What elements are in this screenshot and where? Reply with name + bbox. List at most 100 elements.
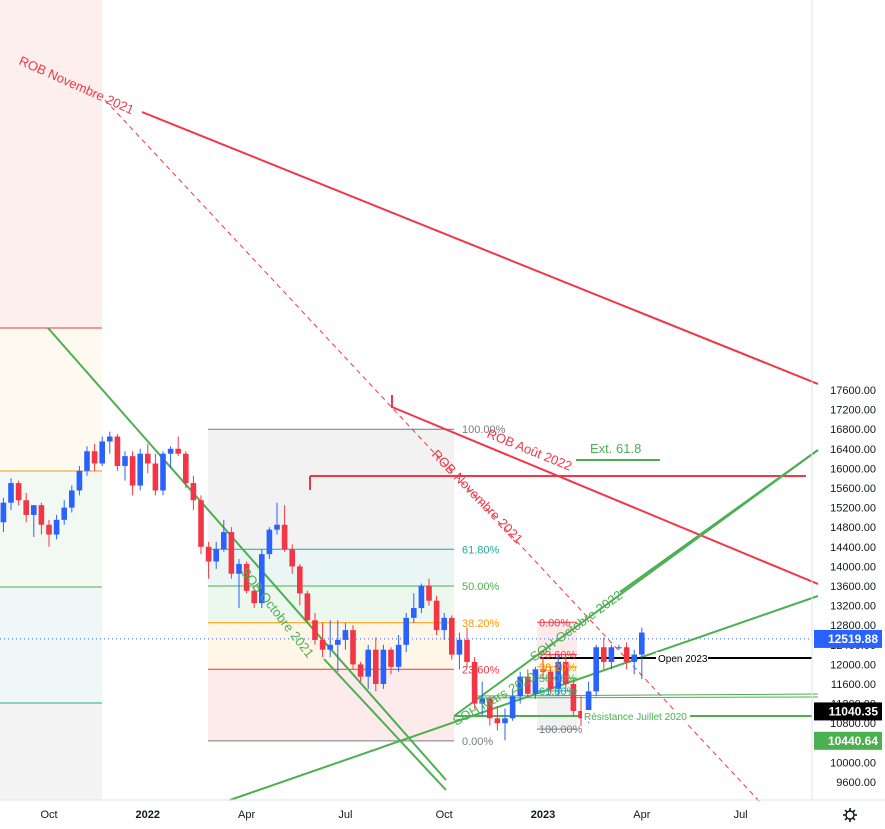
zone-grey-left — [0, 703, 102, 800]
candle-body — [243, 563, 250, 591]
x-tick-label: Oct — [40, 809, 57, 821]
label-soh-mars-2020: SOH Mars 2020 — [450, 669, 538, 729]
candle-body — [502, 718, 508, 724]
candle-body — [487, 698, 493, 719]
candle-body — [616, 647, 622, 649]
fib-zone — [208, 429, 454, 550]
candle-body — [289, 549, 295, 567]
candle-body — [335, 639, 341, 645]
candle-body — [601, 647, 607, 662]
small-fib-label: 38.20% — [539, 662, 577, 674]
candle-body — [221, 532, 227, 550]
candle-body — [266, 529, 273, 555]
x-tick-label: Apr — [238, 809, 255, 821]
candle-body — [388, 649, 394, 667]
candle-body — [91, 451, 98, 464]
candle-body — [509, 696, 516, 719]
candle-body — [107, 436, 113, 442]
candle-body — [205, 546, 212, 562]
candle-body — [84, 451, 90, 471]
y-tick-label: 13600.00 — [830, 581, 876, 593]
candle-body — [69, 490, 75, 508]
fib-level-label: 0.00% — [462, 736, 493, 748]
candle-body — [411, 608, 417, 618]
x-tick-label: 2022 — [136, 809, 160, 821]
price-tag-label: 10440.64 — [828, 734, 878, 748]
gear-icon[interactable] — [843, 808, 857, 822]
small-fib-label: 0.00% — [539, 617, 570, 629]
candle-body — [319, 639, 326, 650]
candle-body — [304, 593, 311, 621]
candle-body — [395, 644, 402, 667]
y-tick-label: 10800.00 — [830, 718, 876, 730]
candle-body — [198, 500, 204, 547]
candle-body — [418, 586, 425, 609]
candle-body — [547, 671, 554, 689]
candle-body — [175, 448, 181, 454]
zone-red-left — [0, 0, 102, 328]
y-tick-label: 13200.00 — [830, 601, 876, 613]
candle-body — [160, 453, 166, 491]
candle-body — [525, 676, 531, 694]
candle-body — [99, 441, 105, 464]
candle-body — [327, 644, 333, 650]
candle-body — [433, 600, 440, 631]
candle-body — [373, 649, 379, 684]
y-tick-label: 14400.00 — [830, 542, 876, 554]
candle-body — [297, 566, 303, 594]
trend-lines — [0, 99, 819, 803]
y-tick-label: 16800.00 — [830, 424, 876, 436]
candle-body — [183, 453, 189, 484]
candle-body — [145, 453, 151, 464]
label-bg — [656, 652, 708, 664]
y-tick-label: 15600.00 — [830, 483, 876, 495]
candle-body — [593, 647, 599, 692]
fib-zone — [208, 669, 454, 741]
y-tick-label: 11600.00 — [831, 679, 876, 691]
fib-level-label: 23.60% — [462, 664, 500, 676]
y-tick-label: 17200.00 — [830, 405, 876, 417]
small-fib-label: 61.80% — [539, 686, 577, 698]
candle-body — [631, 654, 637, 662]
candle-body — [46, 524, 52, 535]
price-tag-bg — [814, 731, 882, 750]
candle-body — [350, 630, 356, 665]
candle-body — [639, 632, 645, 655]
candle-body — [8, 483, 14, 503]
y-tick-label: 15200.00 — [830, 503, 876, 515]
y-tick-label: 14000.00 — [830, 561, 876, 573]
candle-body — [570, 684, 577, 711]
candle-body — [31, 505, 37, 515]
candle-body — [190, 483, 197, 501]
x-tick-label: Jul — [734, 809, 748, 821]
zone-orange-left — [0, 328, 102, 468]
candle-body — [540, 669, 546, 672]
candle-body — [623, 647, 630, 662]
candle-body — [114, 436, 121, 466]
gear-icon-tooth — [844, 817, 848, 821]
candle-body — [494, 718, 501, 724]
gear-icon-tooth — [852, 817, 856, 821]
fib-level-label: 61.80% — [462, 544, 500, 556]
candle-body — [122, 456, 128, 466]
candle-body — [259, 554, 265, 604]
rob-nov-2021-trendline — [141, 111, 819, 385]
x-tick-label: Jul — [338, 809, 352, 821]
candle-body — [532, 669, 539, 694]
rob-nov-2021-dashed-line — [104, 99, 761, 803]
candle-body — [479, 698, 485, 704]
gear-icon-tooth — [844, 809, 848, 813]
y-tick-label: 12000.00 — [830, 659, 876, 671]
candle-body — [274, 524, 280, 530]
x-tick-label: 2023 — [531, 809, 555, 821]
candle-body — [426, 586, 432, 601]
small-fib-label: 100.00% — [539, 724, 583, 736]
candle-body — [61, 507, 67, 520]
candle-body — [449, 617, 455, 655]
candle-body — [441, 617, 447, 631]
candle-body — [15, 483, 22, 501]
price-tag-bg — [814, 629, 882, 648]
candle-body — [228, 532, 235, 574]
y-tick-label: 14800.00 — [830, 522, 876, 534]
